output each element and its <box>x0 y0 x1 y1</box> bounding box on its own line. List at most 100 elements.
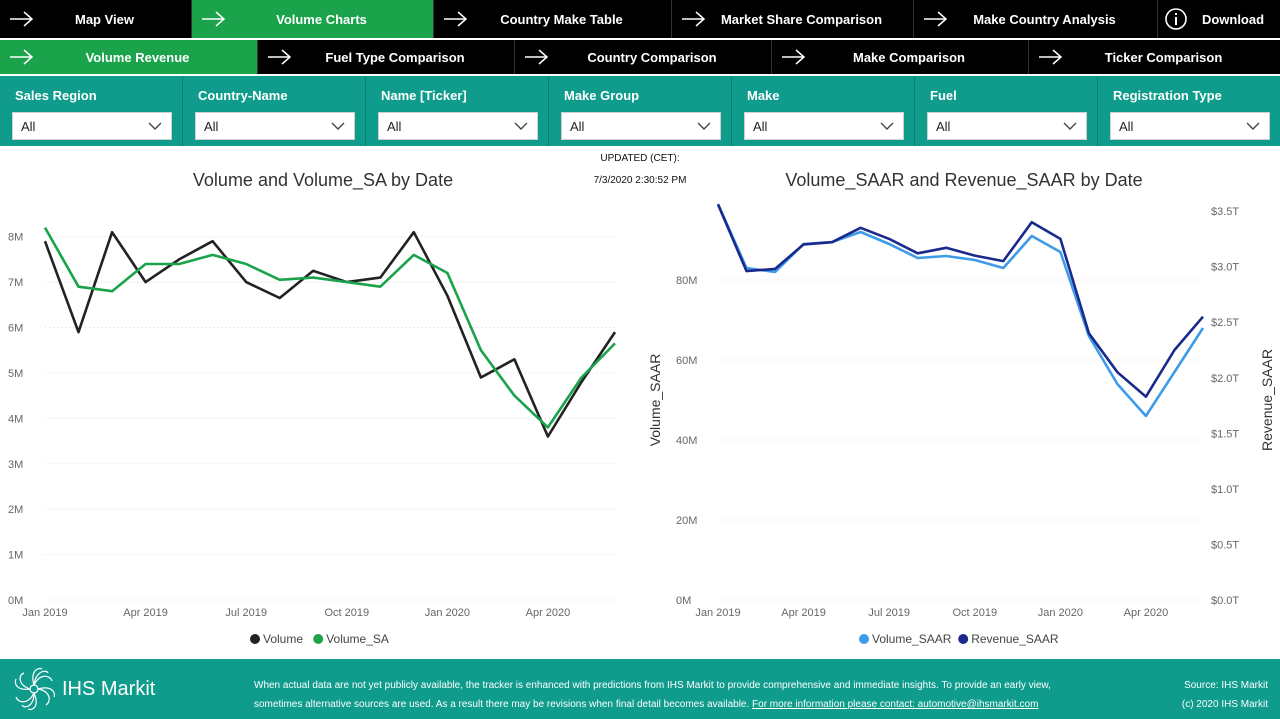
series-line-volume_sa <box>43 226 616 429</box>
ihs-markit-emblem-icon <box>14 667 56 711</box>
arrow-right-icon <box>268 49 292 65</box>
filter-value: All <box>1119 118 1134 134</box>
filter-dropdown[interactable]: All <box>195 112 355 140</box>
y2-tick-label: $2.0T <box>1211 373 1239 385</box>
chevron-down-icon <box>880 122 894 130</box>
legend-label: Revenue_SAAR <box>971 632 1059 646</box>
chevron-down-icon <box>1246 122 1260 130</box>
legend-label: Volume_SAAR <box>872 632 952 646</box>
y-tick-label: 8M <box>8 232 23 244</box>
ihs-markit-logo: IHS Markit <box>12 667 155 711</box>
y-tick-label: 80M <box>676 275 697 287</box>
subtab-label: Ticker Comparison <box>1104 49 1223 65</box>
x-tick-label: Oct 2019 <box>952 607 997 619</box>
contact-link[interactable]: For more information please contact: aut… <box>752 699 1039 710</box>
subtab-ticker-comparison[interactable]: Ticker Comparison <box>1029 40 1280 74</box>
x-tick-label: Jan 2019 <box>22 607 67 619</box>
y-tick-label: 40M <box>676 435 697 447</box>
filter-make-group: Make Group All <box>549 76 732 146</box>
series-line-volume <box>43 230 617 438</box>
filter-dropdown[interactable]: All <box>1110 112 1270 140</box>
y-tick-label: 60M <box>676 355 697 367</box>
subtab-label: Make Comparison <box>853 49 965 65</box>
filter-value: All <box>21 118 36 134</box>
y2-tick-label: $0.0T <box>1211 595 1239 607</box>
primary-nav: Map View Volume Charts Country Make Tabl… <box>0 0 1280 38</box>
tab-label: Volume Charts <box>276 11 367 27</box>
tab-market-share-comparison[interactable]: Market Share Comparison <box>672 0 914 38</box>
y-axis-title: Volume_SAAR <box>647 354 663 447</box>
tab-label: Country Make Table <box>500 11 623 27</box>
footer-source: Source: IHS Markit (c) 2020 IHS Markit <box>1182 676 1268 714</box>
arrow-right-icon <box>444 11 468 27</box>
download-button[interactable]: Download <box>1158 0 1280 38</box>
filter-fuel: Fuel All <box>915 76 1098 146</box>
subtab-fuel-type-comparison[interactable]: Fuel Type Comparison <box>258 40 515 74</box>
filter-label: Make <box>747 88 780 103</box>
filter-value: All <box>753 118 768 134</box>
filter-label: Sales Region <box>15 88 97 103</box>
filter-dropdown[interactable]: All <box>927 112 1087 140</box>
subtab-country-comparison[interactable]: Country Comparison <box>515 40 772 74</box>
filter-label: Country-Name <box>198 88 288 103</box>
chevron-down-icon <box>697 122 711 130</box>
download-label: Download <box>1201 11 1265 27</box>
y-tick-label: 4M <box>8 413 23 425</box>
y-tick-label: 3M <box>8 459 23 471</box>
secondary-nav: Volume Revenue Fuel Type Comparison Coun… <box>0 40 1280 74</box>
subtab-label: Fuel Type Comparison <box>325 49 465 65</box>
filter-label: Fuel <box>930 88 957 103</box>
legend-marker <box>313 634 324 644</box>
y2-axis-title: Revenue_SAAR <box>1259 349 1275 451</box>
chart-title: Volume and Volume_SA by Date <box>193 170 453 191</box>
volume-chart: Volume and Volume_SA by Date 0M 1M 2M 3M 4M 5M… <box>8 170 617 646</box>
subtab-volume-revenue[interactable]: Volume Revenue <box>0 40 258 74</box>
tab-country-make-table[interactable]: Country Make Table <box>434 0 672 38</box>
arrow-right-icon <box>682 11 706 27</box>
filter-dropdown[interactable]: All <box>12 112 172 140</box>
copyright-text: (c) 2020 IHS Markit <box>1181 699 1268 710</box>
arrow-right-icon <box>525 49 549 65</box>
x-tick-label: Apr 2020 <box>1124 607 1169 619</box>
arrow-right-icon <box>10 49 34 65</box>
y-tick-label: 5M <box>8 368 23 380</box>
filter-label: Registration Type <box>1113 88 1222 103</box>
tab-volume-charts[interactable]: Volume Charts <box>192 0 434 38</box>
legend-label: Volume <box>263 632 303 646</box>
tab-label: Map View <box>74 11 134 27</box>
arrow-right-icon <box>782 49 806 65</box>
y-tick-label: 6M <box>8 323 23 335</box>
x-tick-label: Jan 2020 <box>425 607 470 619</box>
tab-make-country-analysis[interactable]: Make Country Analysis <box>914 0 1158 38</box>
chart-area: UPDATED (CET): 7/3/2020 2:30:52 PM Volum… <box>0 146 1280 659</box>
tab-label: Market Share Comparison <box>720 11 883 27</box>
source-text: Source: IHS Markit <box>1184 680 1268 691</box>
x-tick-label: Oct 2019 <box>324 607 369 619</box>
series-line-revenue_saar <box>716 203 1204 398</box>
filter-dropdown[interactable]: All <box>561 112 721 140</box>
chevron-down-icon <box>514 122 528 130</box>
filter-sales-region: Sales Region All <box>0 76 183 146</box>
x-tick-label: Jan 2019 <box>695 607 740 619</box>
filter-bar: Sales Region All Country-Name All Name [… <box>0 76 1280 146</box>
filter-name-ticker: Name [Ticker] All <box>366 76 549 146</box>
y2-tick-label: $3.5T <box>1211 206 1239 218</box>
y2-tick-label: $1.0T <box>1211 484 1239 496</box>
logo-wordmark: IHS Markit <box>62 677 156 700</box>
filter-label: Make Group <box>564 88 640 103</box>
chevron-down-icon <box>148 122 162 130</box>
disclaimer-line-2: sometimes alternative sources are used. … <box>254 699 750 710</box>
updated-label: UPDATED (CET): <box>600 153 680 164</box>
tab-map-view[interactable]: Map View <box>0 0 192 38</box>
subtab-make-comparison[interactable]: Make Comparison <box>772 40 1029 74</box>
arrow-right-icon <box>10 11 34 27</box>
arrow-right-icon <box>1039 49 1063 65</box>
filter-country-name: Country-Name All <box>183 76 366 146</box>
x-tick-label: Jul 2019 <box>868 607 910 619</box>
filter-dropdown[interactable]: All <box>378 112 538 140</box>
arrow-right-icon <box>202 11 226 27</box>
filter-value: All <box>936 118 951 134</box>
filter-dropdown[interactable]: All <box>744 112 904 140</box>
y2-tick-label: $3.0T <box>1211 262 1239 274</box>
legend-marker <box>250 634 260 644</box>
